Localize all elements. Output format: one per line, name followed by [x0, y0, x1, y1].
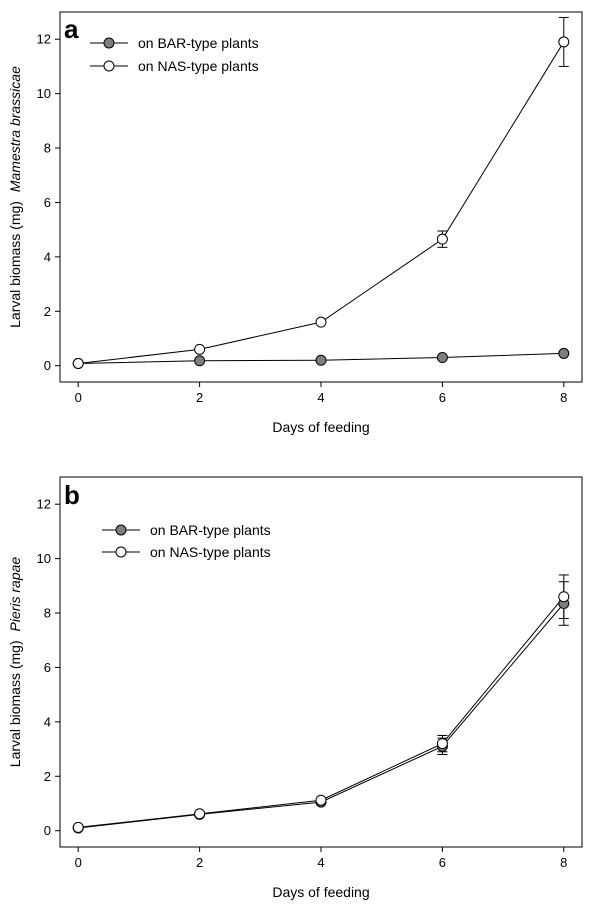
y-tick-label: 10 — [37, 551, 51, 566]
data-point-nas — [558, 591, 570, 603]
panel-b: 0 2 4 6 8 0 2 4 6 8 10 12 b Days of feeding Larval … — [7, 476, 583, 900]
y-tick-label: 0 — [44, 823, 51, 838]
x-tick-label: 2 — [196, 855, 203, 870]
legend-marker-bar — [103, 37, 115, 49]
legend: on BAR-type plants on NAS-type plants — [102, 522, 271, 560]
series-line-nas — [78, 41, 565, 364]
x-tick-label: 8 — [560, 855, 567, 870]
series-layer — [72, 16, 570, 369]
y-tick-label: 12 — [37, 32, 51, 47]
series-layer — [72, 574, 570, 834]
plot-frame — [59, 476, 583, 848]
y-axis-title-species: Mamestra brassicae — [7, 66, 23, 192]
y-axis-title-prefix: Larval biomass (mg) — [7, 201, 23, 328]
data-point-nas — [315, 794, 327, 806]
x-tick-label: 2 — [196, 390, 203, 405]
data-point-nas — [436, 233, 448, 245]
data-point-nas — [194, 808, 206, 820]
y-tick-label: 2 — [44, 304, 51, 319]
legend-label-bar: on BAR-type plants — [150, 522, 271, 538]
x-axis-title: Days of feeding — [272, 884, 369, 900]
y-axis-title: Larval biomass (mg) Mamestra brassicae — [7, 66, 23, 328]
data-point-bar — [436, 352, 448, 364]
data-point-nas — [72, 358, 84, 369]
legend-label-nas: on NAS-type plants — [150, 544, 271, 560]
series-line-bar — [78, 603, 565, 829]
y-tick-label: 0 — [44, 358, 51, 373]
panel-label: a — [64, 14, 79, 44]
legend-label-nas: on NAS-type plants — [138, 58, 259, 74]
tick-group: 0 2 4 6 8 0 2 4 6 8 10 12 — [37, 32, 568, 405]
data-point-bar — [194, 355, 206, 367]
y-tick-label: 8 — [44, 141, 51, 156]
y-axis-title-species: Pieris rapae — [7, 557, 23, 632]
x-axis-title: Days of feeding — [272, 419, 369, 435]
y-tick-label: 12 — [37, 497, 51, 512]
y-tick-label: 10 — [37, 86, 51, 101]
data-point-bar — [315, 354, 327, 366]
series-line-nas — [78, 596, 565, 828]
y-tick-label: 8 — [44, 606, 51, 621]
data-point-nas — [72, 821, 84, 833]
data-point-nas — [436, 738, 448, 750]
data-point-nas — [194, 343, 206, 355]
legend-marker-nas — [103, 60, 115, 72]
y-tick-label: 6 — [44, 660, 51, 675]
x-tick-label: 6 — [439, 855, 446, 870]
legend-label-bar: on BAR-type plants — [138, 35, 259, 51]
x-tick-label: 4 — [317, 855, 324, 870]
x-tick-label: 8 — [560, 390, 567, 405]
y-tick-label: 4 — [44, 249, 51, 264]
data-point-nas — [315, 316, 327, 328]
panel-a: 0 2 4 6 8 0 2 4 6 8 10 12 a Days of feeding Larval … — [7, 11, 583, 435]
legend-marker-bar — [115, 524, 127, 536]
y-axis-title: Larval biomass (mg) Pieris rapae — [7, 557, 23, 768]
x-tick-label: 0 — [75, 390, 82, 405]
y-tick-label: 4 — [44, 714, 51, 729]
x-tick-label: 6 — [439, 390, 446, 405]
x-tick-label: 4 — [317, 390, 324, 405]
data-point-bar — [558, 347, 570, 359]
y-axis-title-prefix: Larval biomass (mg) — [7, 640, 23, 767]
y-tick-label: 2 — [44, 769, 51, 784]
data-point-nas — [558, 36, 570, 48]
y-tick-label: 6 — [44, 195, 51, 210]
x-tick-label: 0 — [75, 855, 82, 870]
tick-group: 0 2 4 6 8 0 2 4 6 8 10 12 — [37, 497, 568, 870]
legend: on BAR-type plants on NAS-type plants — [90, 35, 259, 74]
legend-marker-nas — [115, 546, 127, 558]
panel-label: b — [64, 480, 80, 510]
